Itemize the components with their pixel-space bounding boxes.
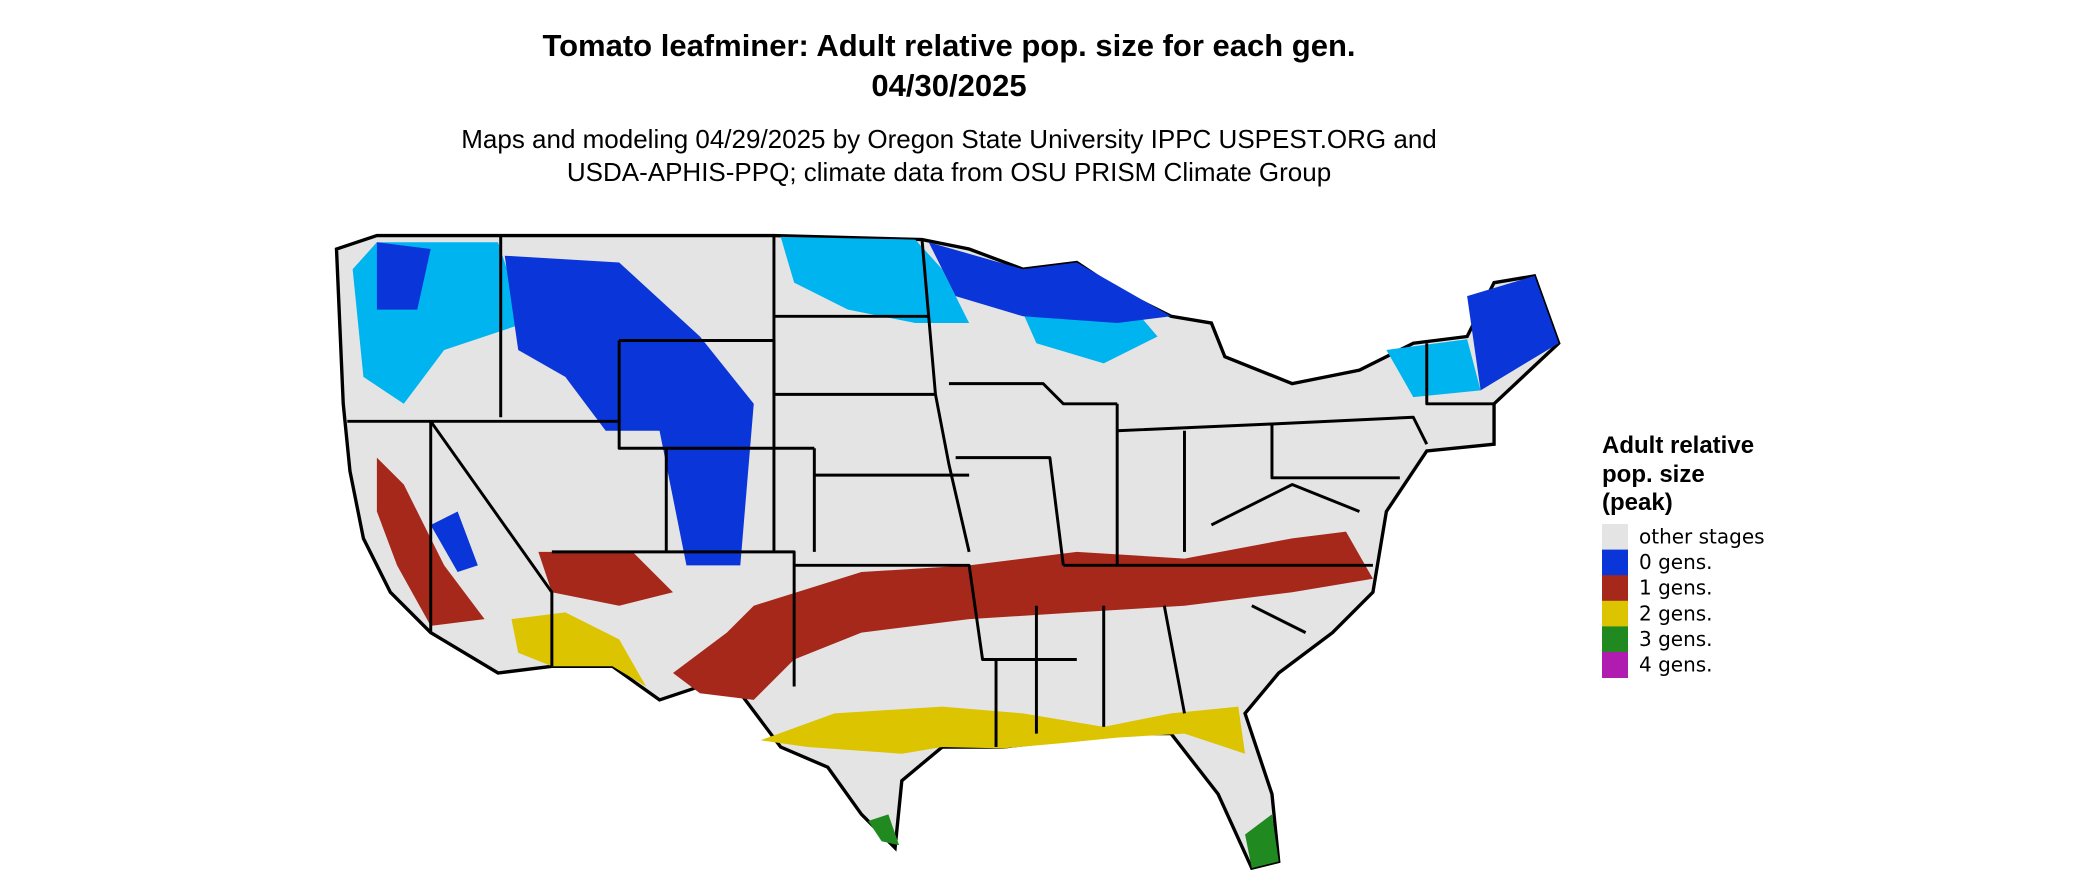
- legend-swatch: [1602, 652, 1628, 678]
- legend: Adult relative pop. size (peak) other st…: [1602, 432, 1765, 678]
- legend-swatch: [1602, 600, 1628, 627]
- title-line: Tomato leafminer: Adult relative pop. si…: [542, 28, 1355, 63]
- legend-label: 4 gens.: [1639, 653, 1713, 677]
- legend-swatch: [1602, 626, 1628, 653]
- legend-label: 2 gens.: [1639, 601, 1713, 625]
- subtitle-line: USDA-APHIS-PPQ; climate data from OSU PR…: [567, 157, 1331, 187]
- us-map: [334, 233, 1561, 871]
- legend-label: 0 gens.: [1639, 550, 1713, 574]
- legend-swatch: [1602, 575, 1628, 602]
- legend-title: pop. size: [1602, 461, 1705, 488]
- legend-title: (peak): [1602, 489, 1673, 516]
- subtitle-line: Maps and modeling 04/29/2025 by Oregon S…: [461, 124, 1437, 154]
- legend-label: other stages: [1639, 525, 1765, 549]
- legend-swatch: [1602, 549, 1628, 576]
- cold-zone: [376, 242, 1559, 573]
- legend-swatch: [1602, 524, 1628, 550]
- two-gen-zone: [511, 612, 1246, 754]
- three-gen-zone: [868, 814, 1279, 869]
- title-line: 04/30/2025: [871, 68, 1026, 103]
- legend-label: 1 gens.: [1639, 576, 1713, 600]
- state-borders: [347, 235, 1495, 748]
- legend-title: Adult relative: [1602, 432, 1754, 459]
- legend-label: 3 gens.: [1639, 627, 1713, 651]
